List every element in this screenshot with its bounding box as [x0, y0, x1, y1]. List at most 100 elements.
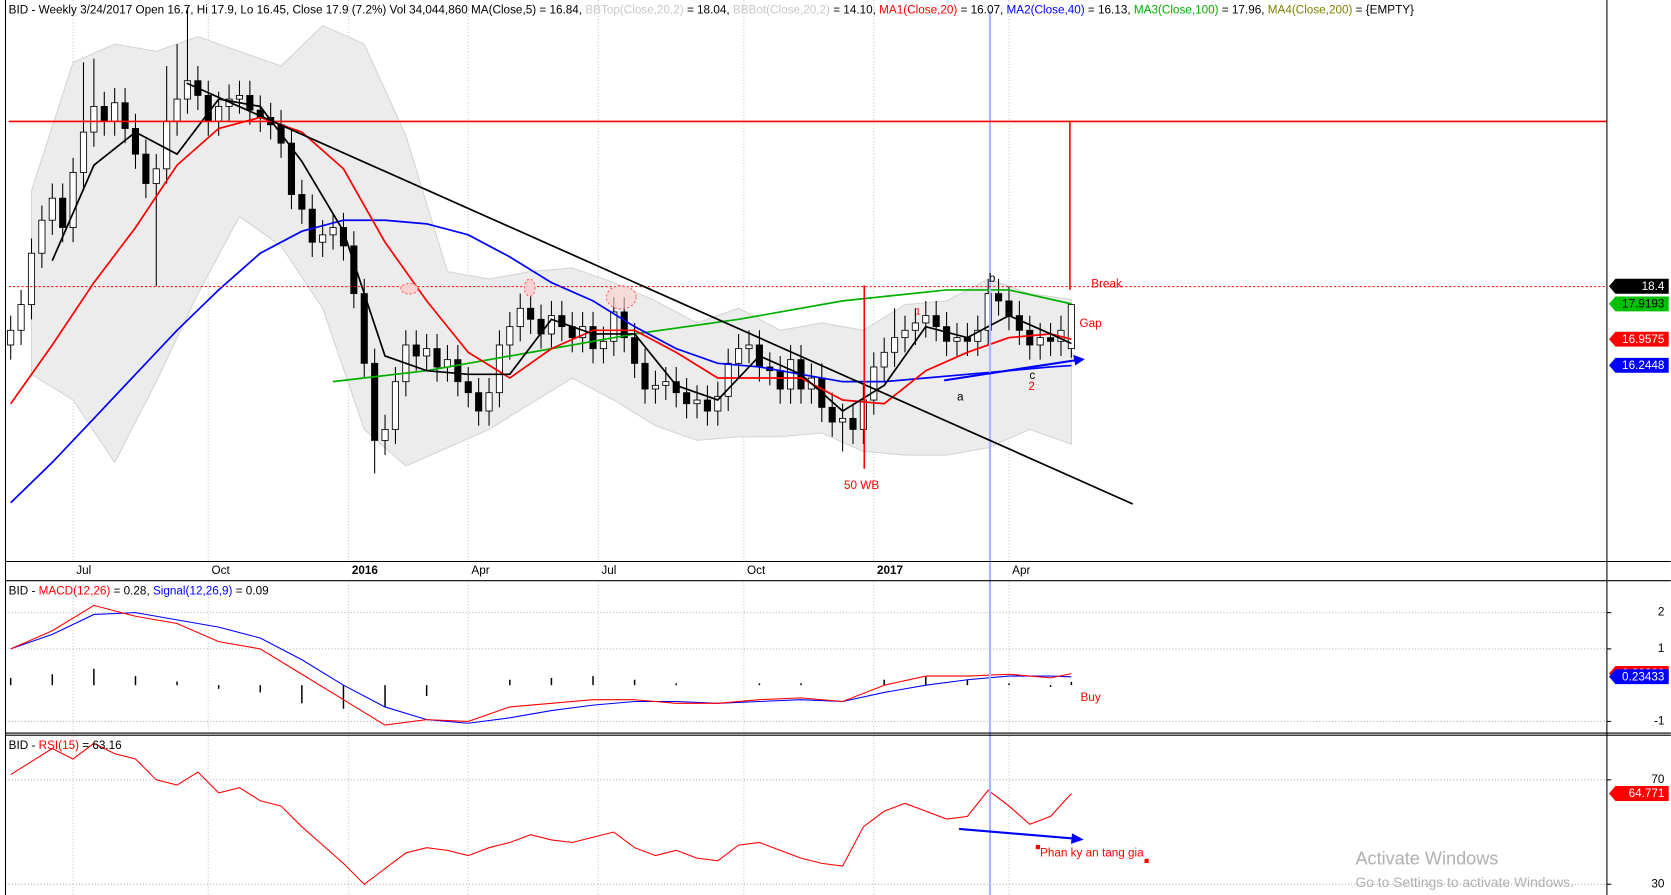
candle-body [911, 322, 919, 331]
y-tick-label: 30 [1651, 877, 1665, 890]
header-segment: BID - [9, 584, 39, 597]
candle-body [735, 348, 743, 364]
arrow [959, 827, 1075, 840]
annotation: Phan ky an tang gia [1040, 847, 1144, 860]
candle-body [683, 392, 691, 405]
annotation: Gap [1079, 317, 1102, 330]
candle-body [1036, 337, 1044, 346]
candle-body [475, 392, 483, 412]
candle-body [298, 194, 306, 210]
candle-body [485, 392, 493, 412]
candle-body [620, 311, 628, 339]
value-tag-label: 16.2448 [1622, 359, 1665, 372]
candle-body [631, 337, 639, 364]
panel-header: BID - MACD(12,26) = 0.28, Signal(12,26,9… [9, 584, 269, 597]
candle-body [599, 340, 607, 350]
value-tag [1609, 278, 1669, 294]
candle-body [131, 128, 140, 155]
candle-body [48, 197, 56, 221]
value-tag [1609, 669, 1669, 685]
indicator-line [10, 604, 1072, 726]
candle-body [745, 344, 753, 350]
candle-body [183, 80, 192, 100]
candle-body [308, 208, 316, 243]
candle-body [100, 106, 108, 122]
candle-body [121, 102, 129, 129]
candle-body [839, 417, 847, 423]
moving-average [10, 116, 1072, 405]
candle-body [922, 315, 930, 324]
header-segment: MA1(Close,20) [879, 4, 957, 17]
candle-body [859, 399, 867, 430]
candle-body [506, 326, 514, 346]
value-tag-label: 18.4 [1642, 280, 1665, 293]
marker [1144, 858, 1149, 864]
candle-body [412, 344, 420, 357]
candle-body [1026, 329, 1034, 346]
trend-line [186, 82, 1134, 505]
candle-body [547, 315, 555, 335]
y-tick-label: -1 [1654, 715, 1664, 728]
header-segment: BBTop(Close,20,2) [585, 4, 683, 17]
candle-body [204, 94, 212, 122]
value-tag-label: 17.9193 [1622, 298, 1664, 311]
candle-body [371, 362, 379, 441]
annotation: 1 [915, 307, 920, 318]
x-tick-label: Apr [1012, 564, 1030, 577]
candle-body [163, 120, 171, 170]
candle-body [558, 315, 566, 328]
candle-body [391, 381, 399, 430]
candle-body [870, 366, 878, 401]
candle-body [651, 384, 659, 390]
x-tick-label: 2016 [352, 564, 379, 577]
candle-body [714, 395, 722, 412]
value-tag-label: 16.9575 [1622, 333, 1665, 346]
candle-body [974, 329, 982, 342]
candle-body [995, 293, 1003, 302]
candle-body [111, 102, 119, 122]
candle-body [79, 131, 88, 173]
candle-body [828, 406, 836, 423]
arrow-head [1070, 833, 1084, 844]
candle-body [891, 337, 899, 353]
annotation: Buy [1081, 691, 1101, 704]
indicator-line [10, 742, 1072, 886]
x-tick-label: Oct [747, 564, 766, 577]
candle-body [527, 307, 535, 320]
candle-body [953, 337, 961, 342]
candle-body [142, 153, 150, 184]
labels: Jul Oct 2016 Apr Jul Oct 2017 Apr BID - Weekly 3… [9, 4, 1669, 890]
candle-body [724, 362, 732, 397]
candle-body [662, 381, 670, 386]
candle-body [880, 351, 888, 368]
candle-body [693, 399, 701, 405]
candle-body [901, 329, 909, 339]
annotation: 50 WB [844, 479, 879, 492]
value-tag-label: 64.771 [1629, 787, 1665, 800]
candle-body [27, 252, 36, 306]
candle-body [610, 311, 618, 342]
x-tick-label: Jul [601, 564, 616, 577]
moving-average [10, 219, 1072, 504]
header-segment: = 0.09 [232, 584, 268, 597]
annotation: Break [1091, 278, 1122, 291]
highlight [605, 285, 637, 310]
panel-header: BID - Weekly 3/24/2017 Open 16.7, Hi 17.… [9, 4, 1414, 17]
candle-body [59, 197, 67, 228]
candle-body [516, 307, 524, 328]
annotation: a [957, 391, 964, 404]
candle-body [69, 172, 77, 228]
value-tag [1609, 331, 1669, 347]
candle-body [7, 329, 15, 346]
x-tick-label: Oct [211, 564, 230, 577]
candle-body [339, 227, 347, 247]
layer [7, 7, 1075, 886]
candle-body [1005, 300, 1013, 317]
candle-body [787, 359, 795, 390]
frame [4, 0, 1671, 895]
header-segment: = 18.04, [684, 4, 733, 17]
candle-body [38, 219, 46, 254]
candle-body [703, 399, 711, 412]
